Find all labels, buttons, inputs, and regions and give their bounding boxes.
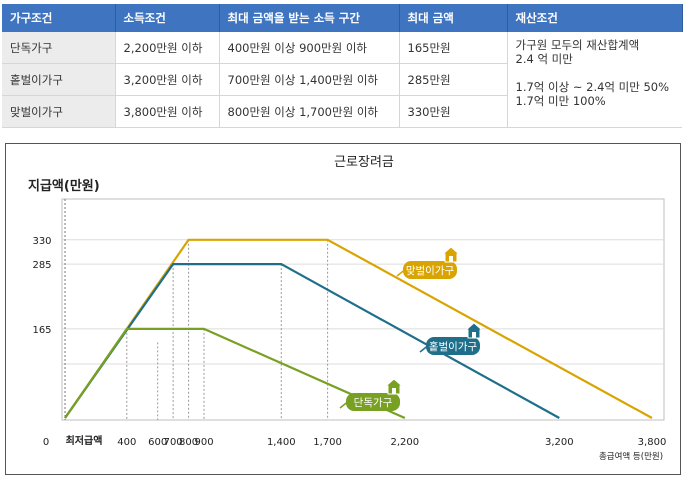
series-label: 홑벌이가구 [429,340,478,353]
row-household: 단독가구 [2,32,116,64]
y-axis-label: 지급액(만원) [28,178,100,194]
header-asset: 재산조건 [507,4,683,32]
asset-line: 1.7억 미만 100% [515,94,606,108]
house-door-icon [449,256,453,262]
header-household: 가구조건 [2,4,116,32]
condition-table: 가구조건 소득조건 최대 금액을 받는 소득 구간 최대 금액 재산조건 단독가… [2,4,683,128]
asset-condition-cell: 가구원 모두의 재산합계액 2.4 억 미만 1.7억 이상 ~ 2.4억 미만… [507,32,682,128]
row-household: 홑벌이가구 [2,63,116,96]
series-label: 맞벌이가구 [406,265,455,277]
row-max-range: 400만원 이상 900만원 이하 [219,32,400,64]
header-income: 소득조건 [115,4,220,32]
house-icon [384,378,404,395]
x-tick-label: 2,200 [391,437,420,448]
row-max-range: 800만원 이상 1,700만원 이하 [219,95,400,128]
house-door-icon [472,332,476,338]
asset-line: 가구원 모두의 재산합계액 [515,38,640,52]
table-header-row: 가구조건 소득조건 최대 금액을 받는 소득 구간 최대 금액 재산조건 [2,4,683,32]
house-door-icon [392,388,396,394]
y-tick-label: 165 [32,325,51,336]
row-income: 2,200만원 이하 [115,32,220,64]
x-tick-label: 3,800 [638,437,667,448]
x-tick-label: 800 [179,437,198,448]
row-max-amount: 285만원 [399,63,508,96]
series-label-bg [426,337,480,355]
asset-line [516,66,683,80]
chart-panel: 근로장려금 지급액(만원) 총급여액 등(만원) 0 최저급액 165 285 33… [5,143,681,475]
chart-svg: 근로장려금 지급액(만원) 총급여액 등(만원) 0 최저급액 165 285 33… [28,155,667,462]
series-label-bg [346,393,400,411]
house-icon [464,322,484,339]
row-household: 맞벌이가구 [2,95,116,128]
x-tick-label: 3,200 [545,437,574,448]
row-income: 3,200만원 이하 [115,63,220,96]
table-row: 맞벌이가구 3,800만원 이하 800만원 이상 1,700만원 이하 330… [2,95,682,128]
header-max-range: 최대 금액을 받는 소득 구간 [219,4,400,32]
x-axis-label: 총급여액 등(만원) [599,451,663,462]
asset-line: 1.7억 이상 ~ 2.4억 미만 50% [515,80,670,94]
row-max-range: 700만원 이상 1,400만원 이하 [219,63,400,96]
house-icon [441,246,461,263]
series-label: 단독가구 [354,397,393,409]
y-tick-label: 285 [32,260,51,271]
x-tick-label: 700 [164,437,183,448]
row-max-amount: 330만원 [399,95,508,128]
x-tick-label: 900 [194,437,213,448]
x-tick-label: 1,700 [313,437,342,448]
table-row: 홑벌이가구 3,200만원 이하 700만원 이상 1,400만원 이하 285… [2,63,682,96]
x-tick-label: 600 [148,437,167,448]
row-income: 3,800만원 이하 [115,95,220,128]
x-min-label: 최저급액 [66,434,103,447]
header-max-amount: 최대 금액 [399,4,508,32]
table-row: 단독가구 2,200만원 이하 400만원 이상 900만원 이하 165만원 … [2,32,682,128]
asset-line: 2.4 억 미만 [515,52,573,66]
series-line [64,327,406,420]
row-max-amount: 165만원 [399,32,508,64]
series-label-bg [403,261,457,279]
y-tick-label: 330 [32,236,51,247]
x-tick-label: 400 [117,437,136,448]
chart-title: 근로장려금 [334,155,394,170]
x-tick-label: 1,400 [267,437,296,448]
x-origin-label: 0 [43,437,49,448]
